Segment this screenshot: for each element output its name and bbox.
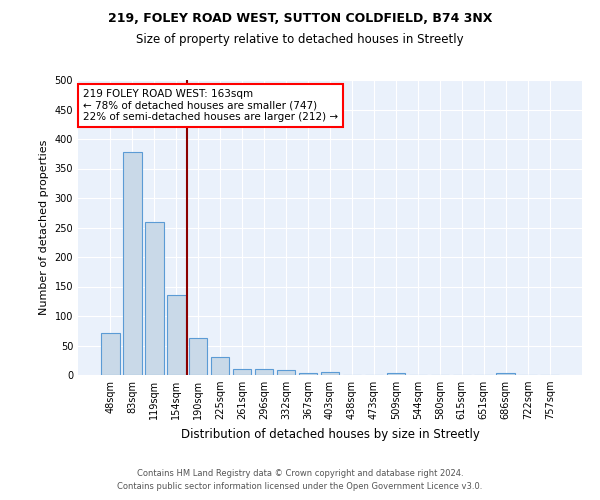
Bar <box>233 369 251 375</box>
Bar <box>277 370 295 375</box>
Bar <box>386 372 405 375</box>
Bar <box>145 222 164 375</box>
Text: 219, FOLEY ROAD WEST, SUTTON COLDFIELD, B74 3NX: 219, FOLEY ROAD WEST, SUTTON COLDFIELD, … <box>108 12 492 26</box>
Text: Contains public sector information licensed under the Open Government Licence v3: Contains public sector information licen… <box>118 482 482 491</box>
Bar <box>123 152 142 375</box>
Bar <box>299 372 317 375</box>
Bar <box>320 372 340 375</box>
Bar <box>167 295 185 375</box>
Bar <box>255 368 274 375</box>
Bar <box>189 338 208 375</box>
Bar <box>496 372 515 375</box>
Text: 219 FOLEY ROAD WEST: 163sqm
← 78% of detached houses are smaller (747)
22% of se: 219 FOLEY ROAD WEST: 163sqm ← 78% of det… <box>83 89 338 122</box>
X-axis label: Distribution of detached houses by size in Streetly: Distribution of detached houses by size … <box>181 428 479 440</box>
Y-axis label: Number of detached properties: Number of detached properties <box>39 140 49 315</box>
Text: Size of property relative to detached houses in Streetly: Size of property relative to detached ho… <box>136 32 464 46</box>
Bar <box>211 358 229 375</box>
Text: Contains HM Land Registry data © Crown copyright and database right 2024.: Contains HM Land Registry data © Crown c… <box>137 468 463 477</box>
Bar <box>101 332 119 375</box>
